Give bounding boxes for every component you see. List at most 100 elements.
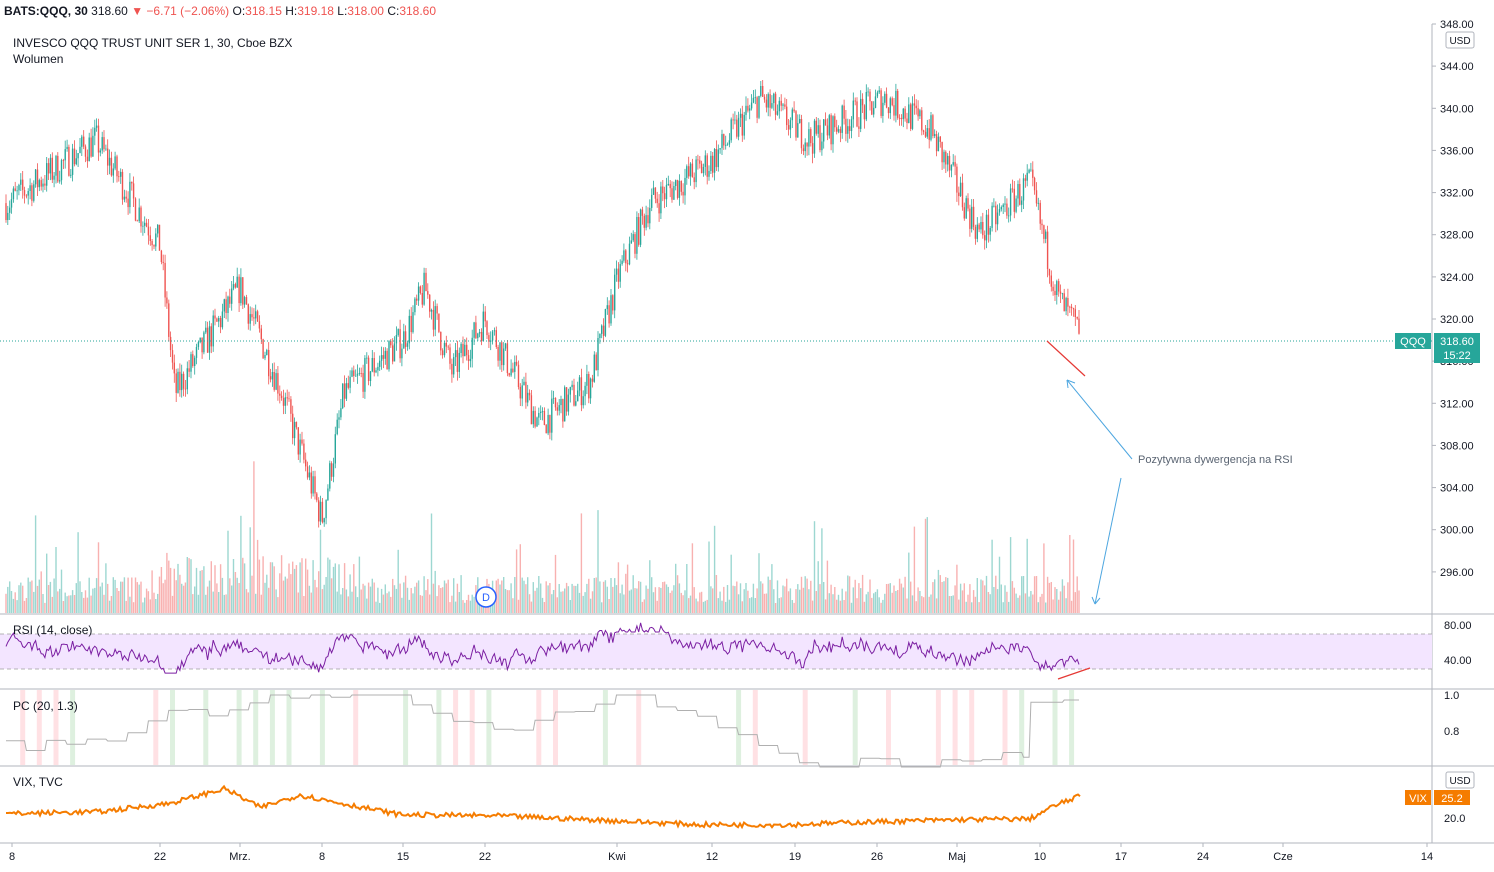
candle-body[interactable] xyxy=(197,342,200,347)
candle-body[interactable] xyxy=(488,335,490,342)
candle-body[interactable] xyxy=(306,466,309,478)
candle-body[interactable] xyxy=(582,396,584,406)
candle-body[interactable] xyxy=(366,357,368,359)
candle-body[interactable] xyxy=(12,188,15,200)
candle-body[interactable] xyxy=(952,162,954,165)
candle-body[interactable] xyxy=(164,262,166,298)
candle-body[interactable] xyxy=(423,272,425,305)
candle-body[interactable] xyxy=(169,336,172,351)
candle-body[interactable] xyxy=(584,385,586,397)
candle-body[interactable] xyxy=(780,100,782,106)
rsi-divergence-line[interactable] xyxy=(1057,667,1091,680)
candle-body[interactable] xyxy=(1065,298,1067,312)
candle-body[interactable] xyxy=(360,373,362,374)
candle-body[interactable] xyxy=(280,395,283,398)
candle-body[interactable] xyxy=(44,183,46,186)
candle-body[interactable] xyxy=(639,209,642,245)
candle-body[interactable] xyxy=(708,170,710,177)
candle-body[interactable] xyxy=(482,311,484,342)
candle-body[interactable] xyxy=(995,205,997,225)
candle-body[interactable] xyxy=(536,417,538,427)
candle-body[interactable] xyxy=(602,325,605,336)
candle-body[interactable] xyxy=(490,340,492,342)
candle-body[interactable] xyxy=(181,373,183,391)
candle-body[interactable] xyxy=(634,234,636,254)
candle-body[interactable] xyxy=(121,171,124,200)
candle-body[interactable] xyxy=(68,146,70,176)
candle-body[interactable] xyxy=(717,149,719,168)
candle-body[interactable] xyxy=(449,347,451,364)
candle-body[interactable] xyxy=(660,186,662,214)
candle-body[interactable] xyxy=(88,137,90,162)
candle-body[interactable] xyxy=(982,222,984,236)
candle-body[interactable] xyxy=(593,354,595,382)
candle-body[interactable] xyxy=(414,298,416,313)
candle-body[interactable] xyxy=(297,427,299,455)
candle-body[interactable] xyxy=(797,123,799,138)
candle-body[interactable] xyxy=(234,284,237,288)
candle-body[interactable] xyxy=(471,337,473,359)
candle-body[interactable] xyxy=(671,188,673,200)
candle-body[interactable] xyxy=(386,350,388,370)
candle-body[interactable] xyxy=(312,476,314,494)
candle-body[interactable] xyxy=(1032,169,1034,178)
candle-body[interactable] xyxy=(432,309,435,330)
candle-body[interactable] xyxy=(841,105,843,133)
candle-body[interactable] xyxy=(14,188,16,191)
candle-body[interactable] xyxy=(5,203,7,220)
candle-body[interactable] xyxy=(528,392,531,396)
candle-body[interactable] xyxy=(910,104,912,129)
candle-body[interactable] xyxy=(340,408,342,418)
candle-body[interactable] xyxy=(856,101,858,127)
volume-legend[interactable]: Wolumen xyxy=(13,52,63,66)
candle-body[interactable] xyxy=(425,272,427,292)
currency-badge[interactable] xyxy=(1445,31,1475,49)
candle-body[interactable] xyxy=(1035,190,1038,204)
candle-body[interactable] xyxy=(969,208,971,229)
candle-body[interactable] xyxy=(1059,291,1062,294)
candle-body[interactable] xyxy=(356,373,359,376)
candle-body[interactable] xyxy=(996,212,999,225)
candle-body[interactable] xyxy=(497,347,499,361)
candle-body[interactable] xyxy=(741,113,743,136)
candle-body[interactable] xyxy=(541,411,544,412)
candle-body[interactable] xyxy=(36,169,39,188)
candle-body[interactable] xyxy=(314,476,316,494)
candle-body[interactable] xyxy=(1030,169,1032,171)
candle-body[interactable] xyxy=(865,92,867,120)
candle-body[interactable] xyxy=(355,375,357,377)
candle-body[interactable] xyxy=(514,361,516,372)
candle-body[interactable] xyxy=(251,314,253,318)
candle-body[interactable] xyxy=(480,332,483,342)
candle-body[interactable] xyxy=(330,463,333,477)
candle-body[interactable] xyxy=(321,501,324,523)
candle-body[interactable] xyxy=(443,342,446,356)
candle-body[interactable] xyxy=(828,115,830,136)
candle-body[interactable] xyxy=(974,226,977,239)
candle-body[interactable] xyxy=(40,180,42,187)
candle-body[interactable] xyxy=(956,166,958,193)
candle-body[interactable] xyxy=(540,411,542,413)
candle-body[interactable] xyxy=(586,374,588,386)
candle-body[interactable] xyxy=(157,224,159,234)
candle-body[interactable] xyxy=(173,362,175,374)
candle-body[interactable] xyxy=(688,166,690,177)
candle-body[interactable] xyxy=(171,350,174,363)
candle-body[interactable] xyxy=(815,120,817,134)
candle-body[interactable] xyxy=(64,149,66,161)
candle-body[interactable] xyxy=(1069,306,1071,308)
candle-body[interactable] xyxy=(813,120,816,154)
candle-body[interactable] xyxy=(262,339,264,359)
candle-body[interactable] xyxy=(229,296,231,304)
candle-body[interactable] xyxy=(240,277,242,304)
candle-body[interactable] xyxy=(158,224,161,251)
main-legend-title[interactable]: INVESCO QQQ TRUST UNIT SER 1, 30, Cboe B… xyxy=(13,36,292,50)
candle-body[interactable] xyxy=(591,378,594,382)
candle-body[interactable] xyxy=(699,160,701,164)
candle-body[interactable] xyxy=(732,119,734,121)
candle-body[interactable] xyxy=(103,137,105,150)
candle-body[interactable] xyxy=(412,312,414,333)
candle-body[interactable] xyxy=(928,128,930,140)
candle-body[interactable] xyxy=(778,100,780,112)
candle-body[interactable] xyxy=(186,368,188,390)
